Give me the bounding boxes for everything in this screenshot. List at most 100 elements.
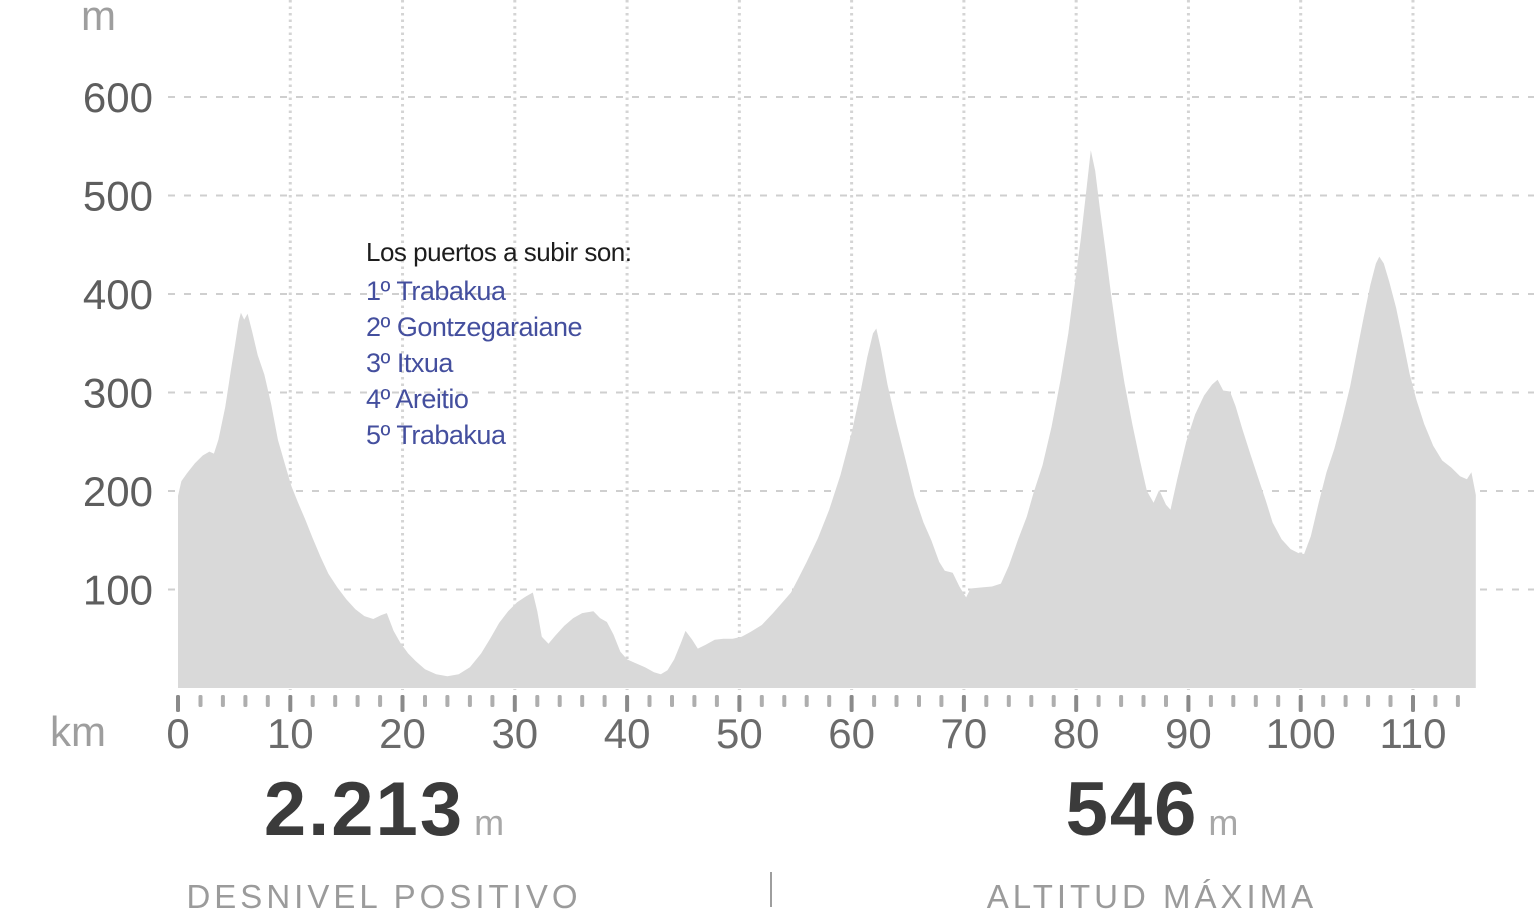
y-tick-label: 200 <box>83 468 153 515</box>
x-axis-minor-tick <box>1253 695 1258 707</box>
x-axis-minor-tick <box>782 695 787 707</box>
y-tick-label: 500 <box>83 173 153 220</box>
x-axis-major-tick <box>1074 695 1079 712</box>
x-tick-label: 20 <box>379 710 426 757</box>
x-axis-minor-tick <box>1006 695 1011 707</box>
x-axis-minor-tick <box>423 695 427 707</box>
x-axis-major-tick <box>1186 695 1191 712</box>
y-tick-label: 400 <box>83 271 153 318</box>
climbs-annotation: Los puertos a subir son: 1º Trabakua 2º … <box>366 236 632 453</box>
x-axis-minor-tick <box>804 695 809 707</box>
x-axis-minor-tick <box>467 695 472 707</box>
x-axis-major-tick <box>176 695 180 712</box>
x-axis-minor-tick <box>759 695 764 707</box>
x-tick-label: 30 <box>491 710 538 757</box>
climb-item-2: 2º Gontzegaraiane <box>366 312 583 342</box>
x-axis-major-tick <box>849 695 854 712</box>
x-tick-label: 110 <box>1380 710 1447 757</box>
x-axis-minor-tick <box>827 695 832 707</box>
x-axis-minor-tick <box>1141 695 1146 707</box>
x-axis-minor-tick <box>445 695 450 707</box>
x-tick-label: 10 <box>267 710 314 757</box>
x-axis-minor-tick <box>1208 695 1213 707</box>
x-axis-major-tick <box>400 695 405 712</box>
climbs-title: Los puertos a subir son: <box>366 237 632 267</box>
y-tick-label: 600 <box>83 74 153 121</box>
elevation-gain-value-row: 2.213 m <box>264 772 505 866</box>
x-axis-major-tick <box>1298 695 1303 712</box>
max-altitude-value: 546 <box>1065 767 1199 852</box>
stat-elevation-gain: 2.213 m DESNIVEL POSITIVO <box>0 772 768 916</box>
x-tick-label: 100 <box>1266 710 1336 757</box>
x-axis-minor-tick <box>602 695 607 707</box>
x-axis-minor-tick <box>1276 695 1281 707</box>
x-axis-minor-tick <box>1321 695 1326 707</box>
x-axis-minor-tick <box>1388 695 1393 707</box>
stats-divider <box>770 872 772 907</box>
elevation-gain-unit: m <box>474 802 505 843</box>
x-axis-major-tick <box>961 695 966 712</box>
x-axis-minor-tick <box>894 695 899 707</box>
x-axis-minor-tick <box>1164 695 1168 707</box>
x-axis-minor-tick <box>243 695 248 707</box>
x-axis-major-tick <box>1411 695 1415 712</box>
x-axis-minor-tick <box>917 695 921 707</box>
stat-max-altitude: 546 m ALTITUD MÁXIMA <box>768 772 1536 916</box>
x-tick-label: 90 <box>1165 710 1212 757</box>
x-tick-label: 80 <box>1053 710 1100 757</box>
max-altitude-unit: m <box>1208 802 1239 843</box>
x-axis-minor-tick <box>490 695 495 707</box>
x-axis-minor-tick <box>647 695 652 707</box>
max-altitude-value-row: 546 m <box>1066 772 1239 866</box>
x-axis-major-tick <box>512 695 517 712</box>
x-axis-minor-tick <box>333 695 338 707</box>
climb-item-4: 4º Areitio <box>366 384 469 414</box>
climb-item-5: 5º Trabakua <box>366 420 506 450</box>
x-axis-minor-tick <box>692 695 697 707</box>
x-axis-minor-tick <box>1051 695 1056 707</box>
x-axis-minor-tick <box>984 695 989 707</box>
x-axis-minor-tick <box>670 695 674 707</box>
x-tick-label: 50 <box>716 710 763 757</box>
x-axis-minor-tick <box>310 695 315 707</box>
x-axis-minor-tick <box>1096 695 1101 707</box>
x-axis-minor-tick <box>535 695 540 707</box>
x-axis-minor-tick <box>1231 695 1236 707</box>
y-tick-label: 300 <box>83 370 153 417</box>
x-axis-minor-tick <box>1343 695 1348 707</box>
elevation-gain-label: DESNIVEL POSITIVO <box>186 878 582 915</box>
x-axis-minor-tick <box>714 695 719 707</box>
x-axis-minor-tick <box>1119 695 1124 707</box>
area-fill <box>178 150 1476 688</box>
x-tick-label: 0 <box>166 710 189 757</box>
elevation-gain-value: 2.213 <box>263 767 465 852</box>
x-axis-minor-tick <box>1455 695 1460 707</box>
x-axis-minor-tick <box>939 695 944 707</box>
y-tick-label: 100 <box>83 567 153 614</box>
climb-item-1: 1º Trabakua <box>366 276 506 306</box>
x-tick-label: 40 <box>604 710 651 757</box>
x-axis-major-tick <box>737 695 742 712</box>
y-axis-unit-label: m <box>81 0 116 39</box>
climb-item-3: 3º Itxua <box>366 348 453 378</box>
x-axis-minor-tick <box>872 695 877 707</box>
x-axis-minor-tick <box>1029 695 1034 707</box>
max-altitude-label: ALTITUD MÁXIMA <box>986 878 1318 915</box>
x-axis-minor-tick <box>1366 695 1371 707</box>
x-tick-label: 70 <box>941 710 988 757</box>
x-axis-minor-tick <box>355 695 360 707</box>
x-axis-major-tick <box>625 695 630 712</box>
x-axis-minor-tick <box>378 695 383 707</box>
x-axis-minor-tick <box>220 695 225 707</box>
x-tick-label: 60 <box>828 710 875 757</box>
x-axis-major-tick <box>288 695 293 712</box>
x-axis-minor-tick <box>1433 695 1438 707</box>
stats-bar: 2.213 m DESNIVEL POSITIVO 546 m ALTITUD MÁ… <box>0 772 1536 916</box>
x-axis-minor-tick <box>580 695 585 707</box>
x-axis-minor-tick <box>198 695 203 707</box>
x-axis-minor-tick <box>265 695 270 707</box>
x-axis-unit-label: km <box>50 708 106 755</box>
x-axis-minor-tick <box>557 695 562 707</box>
elevation-profile-plot: 600 500 400 300 200 100 0 10 20 30 40 50 60 70 80 90 100… <box>50 0 1534 757</box>
